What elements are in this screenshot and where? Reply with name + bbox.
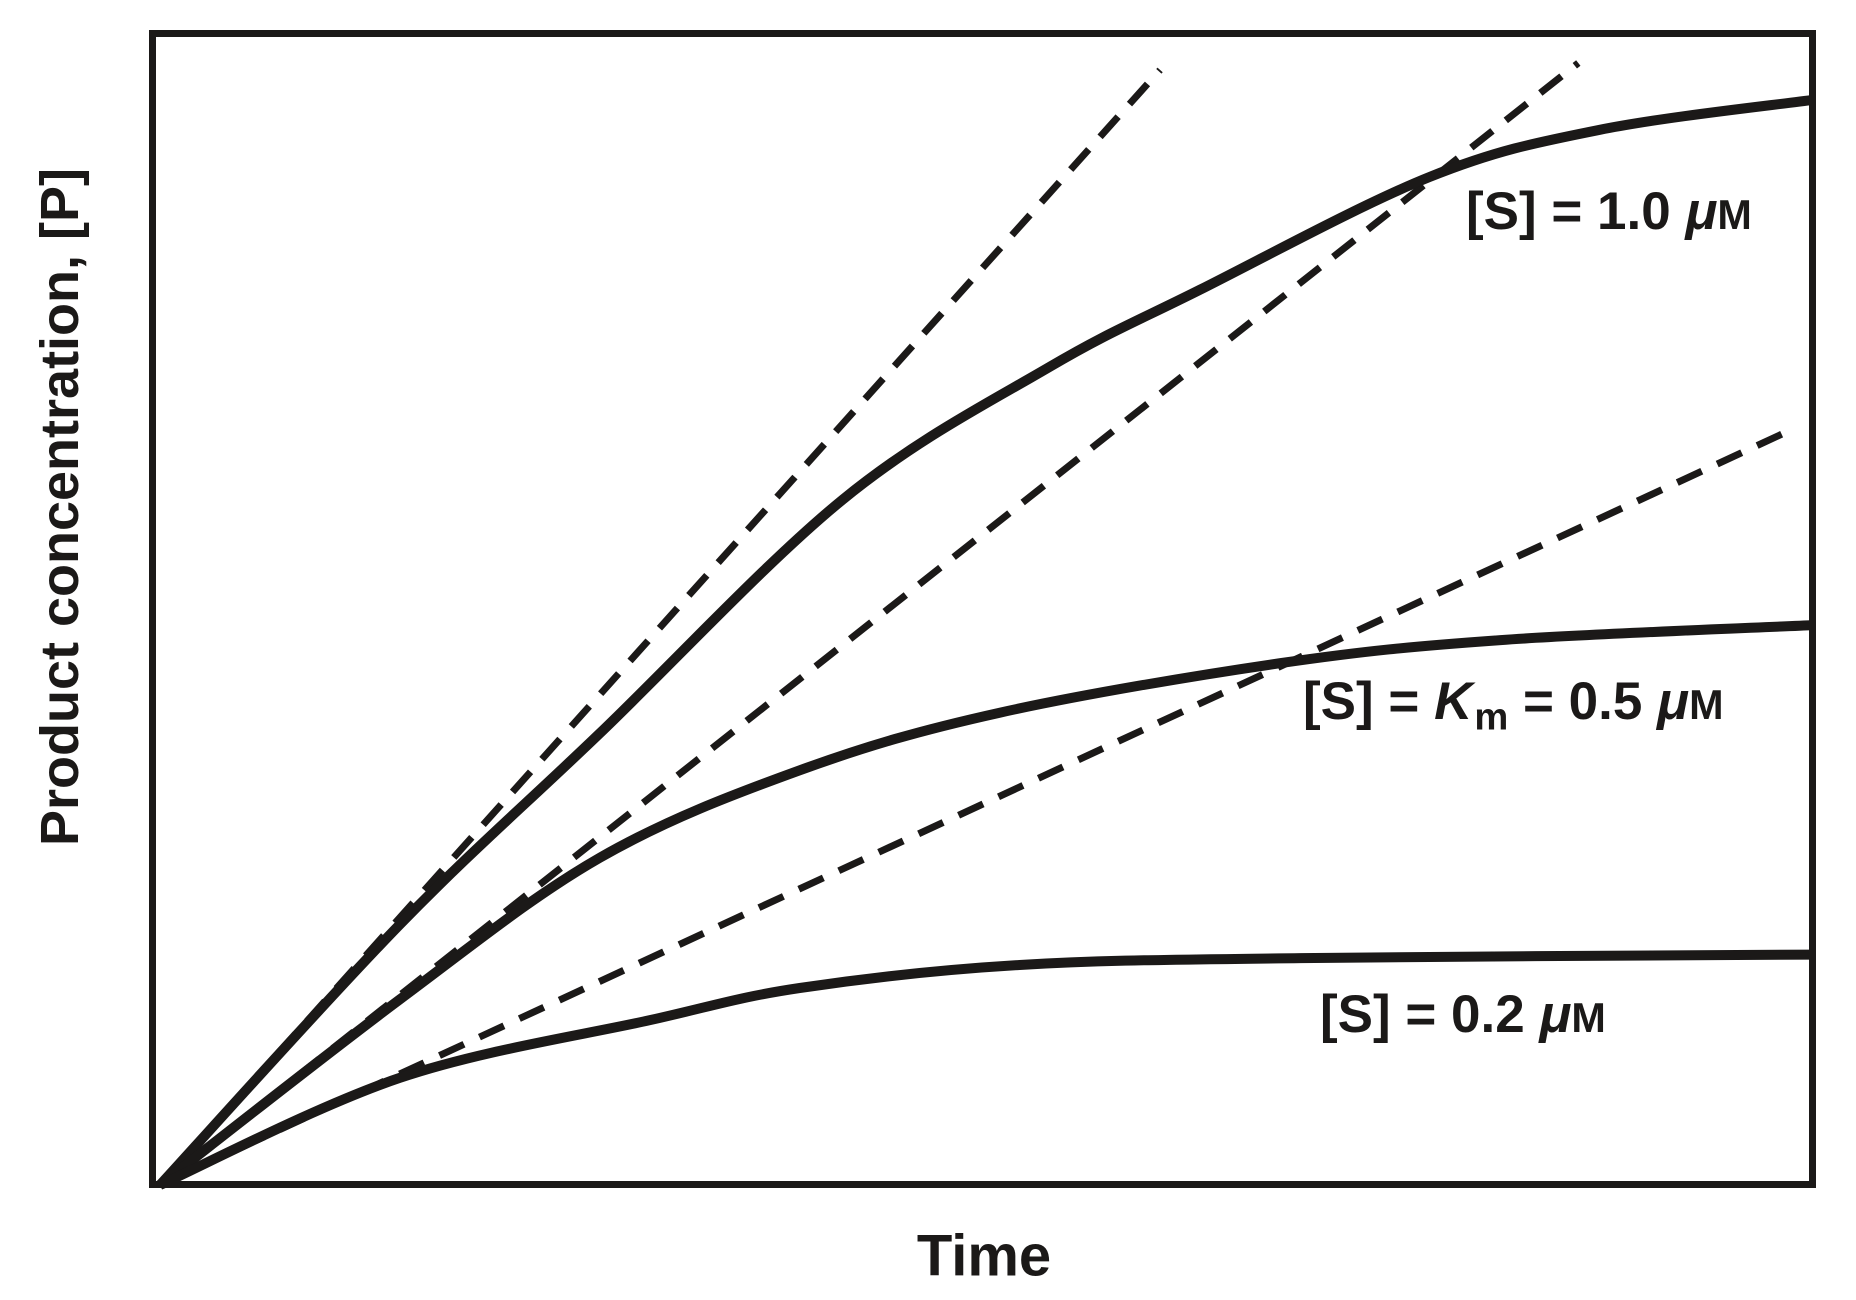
molar-unit: M bbox=[1717, 192, 1752, 238]
curve-label-s1: [S] = 1.0 μM bbox=[1466, 185, 1752, 238]
curve-label-s3-text: [S] = 0.2 bbox=[1320, 985, 1540, 1044]
km-symbol: K bbox=[1434, 672, 1473, 731]
curve-label-s2: [S] = Km = 0.5 μM bbox=[1303, 675, 1724, 737]
curve-s2 bbox=[156, 620, 1814, 1189]
curve-s1 bbox=[156, 94, 1814, 1189]
molar-unit: M bbox=[1689, 682, 1724, 728]
x-axis-label: Time bbox=[916, 1223, 1052, 1289]
tangent-s3 bbox=[158, 427, 1792, 1189]
y-axis-label: Product concentration, [P] bbox=[30, 167, 90, 847]
curve-label-s2-value: = 0.5 bbox=[1508, 672, 1658, 731]
mu-symbol: μ bbox=[1685, 182, 1718, 241]
mu-symbol: μ bbox=[1657, 672, 1690, 731]
curve-label-s2-text: [S] = bbox=[1303, 672, 1435, 731]
tangent-s2 bbox=[157, 60, 1581, 1188]
curve-label-s1-text: [S] = 1.0 bbox=[1466, 182, 1686, 241]
curves-layer bbox=[156, 60, 1814, 1190]
km-subscript: m bbox=[1474, 695, 1509, 739]
curve-label-s3: [S] = 0.2 μM bbox=[1320, 988, 1606, 1041]
curve-s3 bbox=[157, 949, 1814, 1190]
molar-unit: M bbox=[1571, 995, 1606, 1041]
plot-border bbox=[149, 30, 1816, 1188]
tangent-s1 bbox=[157, 67, 1163, 1188]
mu-symbol: μ bbox=[1539, 985, 1572, 1044]
